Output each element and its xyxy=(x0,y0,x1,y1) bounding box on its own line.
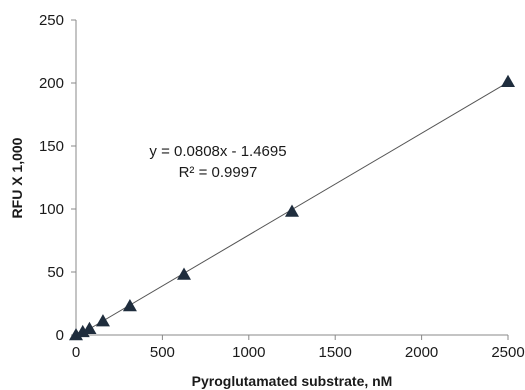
data-point xyxy=(95,314,110,327)
data-point xyxy=(75,324,90,338)
trendline-equation: y = 0.0808x - 1.4695 xyxy=(149,143,286,160)
x-tick-label: 2000 xyxy=(405,344,438,361)
data-point xyxy=(177,267,191,280)
data-point xyxy=(122,299,137,312)
x-tick-label: 500 xyxy=(150,344,175,361)
y-axis-title: RFU X 1,000 xyxy=(9,137,25,218)
data-point xyxy=(69,328,83,341)
y-tick-label: 0 xyxy=(56,327,64,344)
y-tick-label: 100 xyxy=(39,201,64,218)
x-tick-label: 2500 xyxy=(491,344,524,361)
data-point xyxy=(501,74,515,87)
y-tick-label: 50 xyxy=(47,264,64,281)
x-tick-label: 1500 xyxy=(319,344,352,361)
axes xyxy=(75,20,508,336)
x-tick-label: 1000 xyxy=(232,344,265,361)
x-axis-title: Pyroglutamated substrate, nM xyxy=(192,373,393,389)
y-tick-label: 150 xyxy=(39,138,64,155)
data-points xyxy=(69,74,515,341)
r-squared-label: R² = 0.9997 xyxy=(179,164,258,181)
y-tick-label: 250 xyxy=(39,12,64,29)
tick-marks xyxy=(71,19,509,340)
data-point xyxy=(285,204,299,217)
x-tick-label: 0 xyxy=(72,344,80,361)
y-tick-label: 200 xyxy=(39,75,64,92)
data-point xyxy=(82,321,97,334)
